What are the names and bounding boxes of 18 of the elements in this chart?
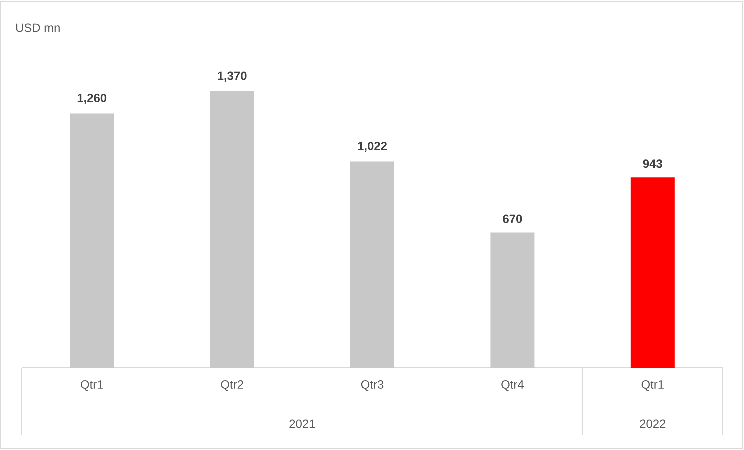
- data-label: 1,260: [78, 94, 107, 104]
- x-tick-label: Qtr1: [642, 380, 664, 392]
- bar: [490, 232, 535, 368]
- bar: [350, 162, 395, 368]
- bar: [70, 114, 114, 368]
- text: 2022: [640, 420, 666, 428]
- x-tick-label: Qtr1: [81, 380, 104, 392]
- data-label: 1,370: [218, 72, 247, 82]
- x-tick-label: Qtr4: [502, 380, 524, 392]
- data-label: 1,022: [358, 142, 387, 152]
- data-label: 670: [503, 214, 522, 224]
- text: 2021: [290, 420, 316, 428]
- data-label: 943: [643, 160, 662, 168]
- y-axis-title: USD mn: [16, 24, 60, 32]
- x-tick-label: Qtr3: [361, 380, 384, 392]
- bar: [630, 178, 675, 368]
- x-tick-label: Qtr2: [221, 380, 244, 392]
- bar: [210, 91, 254, 368]
